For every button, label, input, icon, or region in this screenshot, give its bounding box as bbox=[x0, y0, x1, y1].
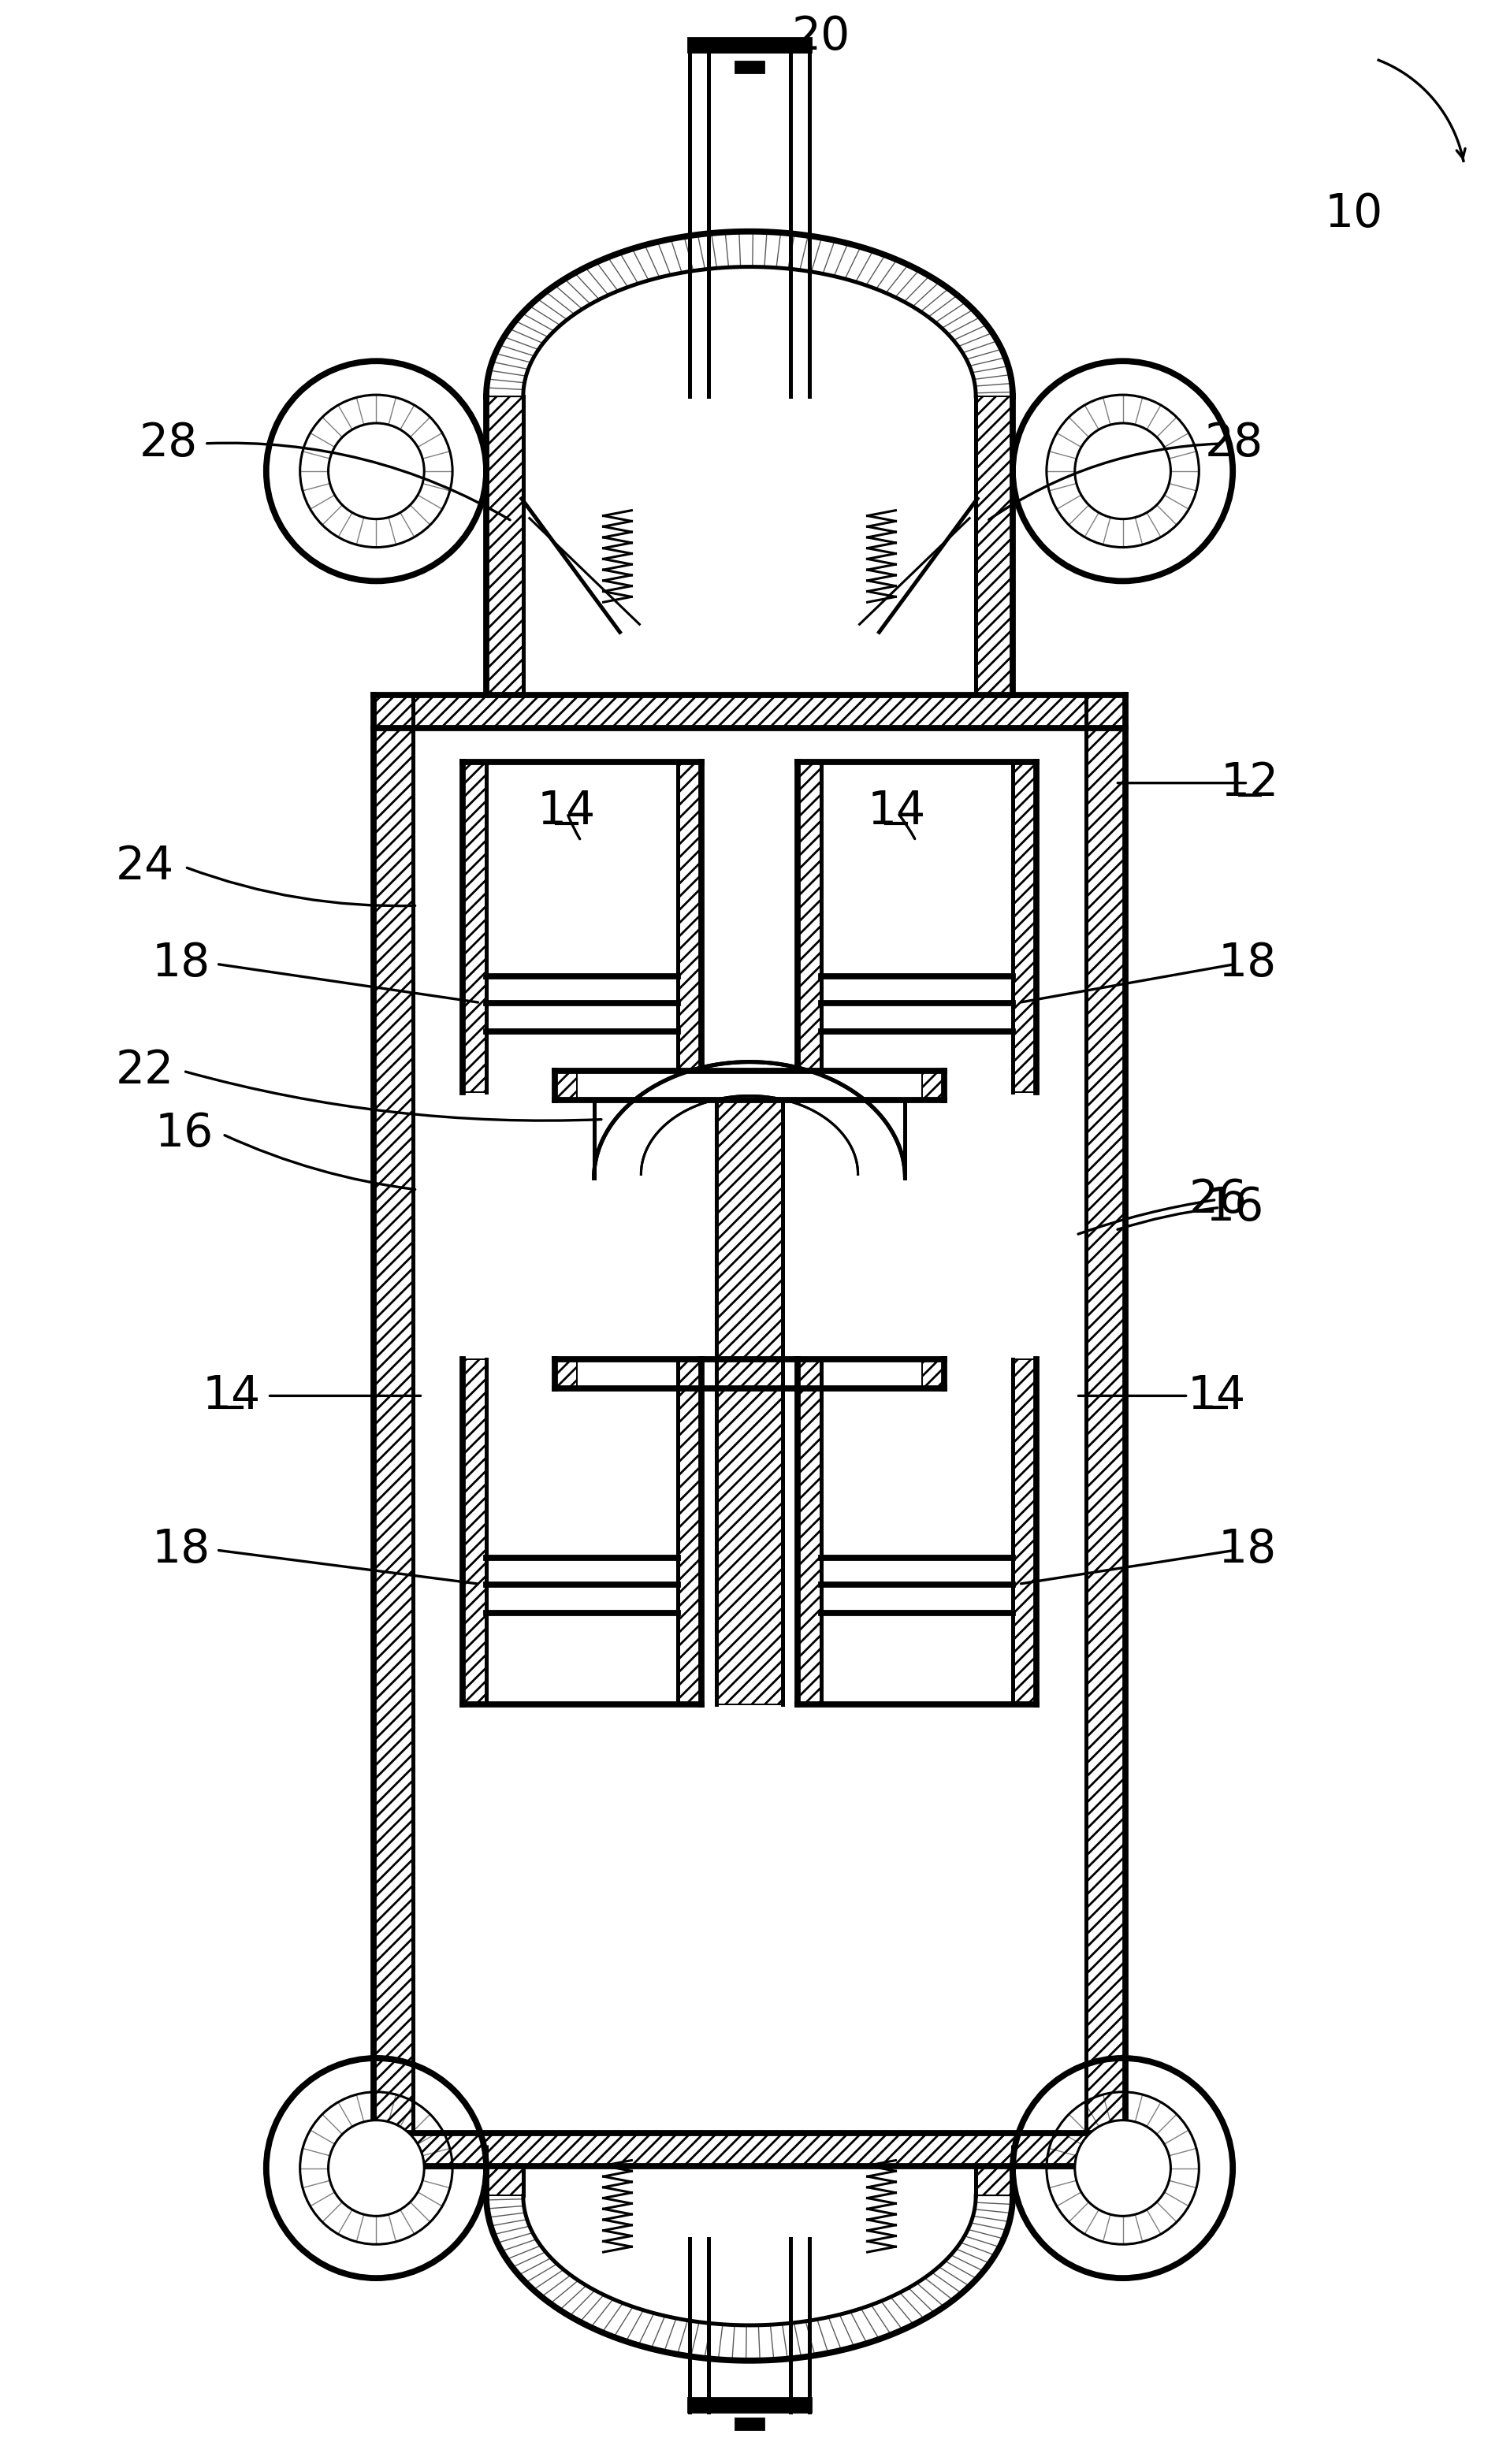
Polygon shape bbox=[594, 1062, 905, 1178]
Text: 14: 14 bbox=[1187, 1372, 1246, 1419]
Polygon shape bbox=[486, 2166, 523, 2195]
Polygon shape bbox=[922, 1069, 944, 1101]
Circle shape bbox=[1075, 424, 1171, 520]
Text: 18: 18 bbox=[1219, 941, 1277, 986]
Polygon shape bbox=[797, 761, 821, 1092]
Text: 18: 18 bbox=[1219, 1528, 1277, 1572]
Circle shape bbox=[328, 2119, 424, 2215]
Polygon shape bbox=[922, 1358, 944, 1390]
Text: 14: 14 bbox=[868, 788, 926, 833]
Text: 22: 22 bbox=[115, 1047, 174, 1094]
Text: 28: 28 bbox=[1205, 421, 1264, 466]
Text: 28: 28 bbox=[139, 421, 198, 466]
Polygon shape bbox=[797, 1358, 821, 1705]
Polygon shape bbox=[555, 1069, 577, 1101]
Bar bbox=[688, 2397, 811, 2412]
Circle shape bbox=[1075, 2119, 1171, 2215]
Bar bbox=[736, 2417, 763, 2430]
Text: 24: 24 bbox=[115, 843, 174, 890]
Polygon shape bbox=[463, 761, 486, 1092]
Bar bbox=[736, 62, 763, 74]
Bar bbox=[373, 2134, 1126, 2166]
Text: 14: 14 bbox=[202, 1372, 261, 1419]
Polygon shape bbox=[555, 1358, 577, 1390]
Polygon shape bbox=[717, 1101, 782, 1705]
Polygon shape bbox=[976, 397, 1013, 695]
Text: 20: 20 bbox=[791, 15, 850, 59]
Text: 16: 16 bbox=[156, 1111, 214, 1156]
Polygon shape bbox=[678, 761, 702, 1092]
Text: 18: 18 bbox=[151, 1528, 211, 1572]
Polygon shape bbox=[1085, 695, 1126, 2134]
Polygon shape bbox=[976, 2166, 1013, 2195]
Text: 14: 14 bbox=[537, 788, 595, 833]
Text: 10: 10 bbox=[1325, 192, 1384, 237]
Text: 12: 12 bbox=[1220, 761, 1279, 806]
Circle shape bbox=[328, 424, 424, 520]
Polygon shape bbox=[463, 1358, 486, 1705]
Polygon shape bbox=[373, 695, 414, 2134]
Polygon shape bbox=[1013, 1358, 1036, 1705]
Bar bbox=[688, 37, 811, 52]
Text: 16: 16 bbox=[1205, 1185, 1264, 1230]
Text: 18: 18 bbox=[151, 941, 211, 986]
Bar bbox=[373, 695, 1126, 727]
Polygon shape bbox=[1013, 761, 1036, 1092]
Text: 26: 26 bbox=[1189, 1178, 1247, 1222]
Polygon shape bbox=[486, 397, 523, 695]
Polygon shape bbox=[678, 1358, 702, 1705]
